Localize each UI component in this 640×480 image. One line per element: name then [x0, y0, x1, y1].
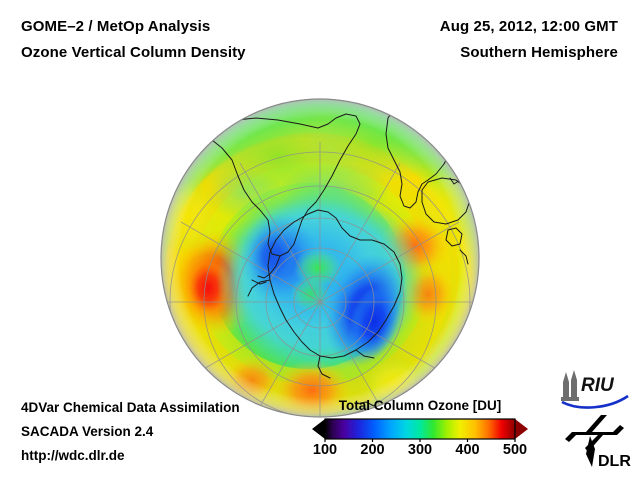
- dlr-mark-icon: [565, 415, 624, 467]
- dlr-wordmark: DLR: [598, 453, 631, 470]
- globe-svg: [160, 98, 480, 418]
- dlr-logo: DLR: [565, 415, 631, 470]
- colorbar-ticks: [324, 439, 516, 442]
- footer-url[interactable]: http://wdc.dlr.de: [21, 448, 125, 463]
- globe-outline: [160, 98, 480, 418]
- colorbar-title: Total Column Ozone [DU]: [338, 398, 502, 413]
- colorbar-tick-100: 100: [312, 442, 338, 458]
- colorbar-cap-low: [312, 419, 325, 439]
- riu-swoosh-icon: [561, 394, 629, 409]
- colorbar-tick-500: 500: [502, 442, 528, 458]
- page-title: GOME–2 / MetOp Analysis: [21, 18, 211, 35]
- hemisphere-label: Southern Hemisphere: [460, 44, 618, 61]
- colorbar: Total Column Ozone [DU] 100 200 300 400 500: [300, 398, 540, 476]
- riu-towers-icon: [561, 370, 579, 401]
- colorbar-bar: [324, 418, 516, 440]
- colorbar-tick-400: 400: [455, 442, 480, 458]
- page-subtitle: Ozone Vertical Column Density: [21, 44, 246, 61]
- colorbar-gradient: [312, 418, 528, 442]
- riu-logo: RIU: [561, 370, 629, 409]
- ozone-globe-map: [160, 98, 480, 418]
- colorbar-tick-300: 300: [407, 442, 433, 458]
- colorbar-tick-200: 200: [360, 442, 385, 458]
- riu-wordmark: RIU: [581, 375, 615, 396]
- colorbar-cap-high: [515, 419, 528, 439]
- observation-date: Aug 25, 2012, 12:00 GMT: [439, 18, 618, 35]
- footer-line-2: SACADA Version 2.4: [21, 424, 154, 439]
- graticule: [161, 142, 479, 417]
- footer-line-1: 4DVar Chemical Data Assimilation: [21, 400, 240, 415]
